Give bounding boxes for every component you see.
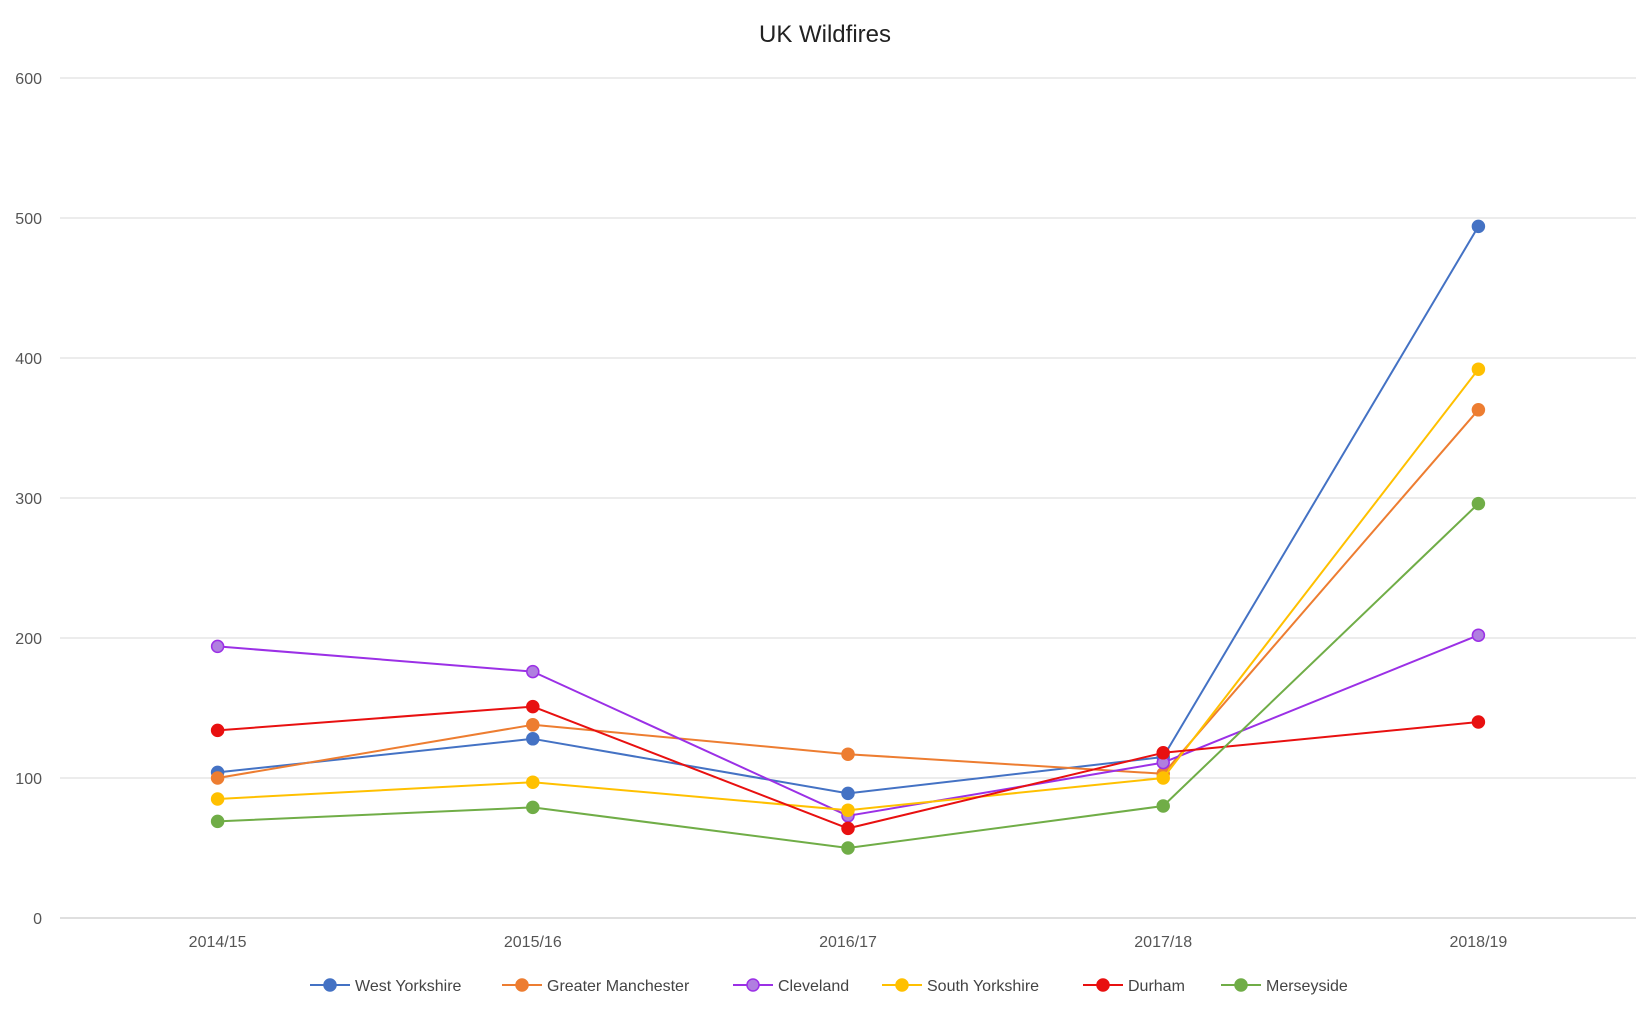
legend-swatch-marker — [895, 978, 909, 992]
legend-label: Durham — [1128, 978, 1185, 995]
legend-item: South Yorkshire — [882, 978, 1039, 995]
series-lines — [210, 219, 1486, 855]
legend-label: South Yorkshire — [927, 978, 1039, 995]
chart-title: UK Wildfires — [759, 21, 891, 48]
data-point — [210, 771, 225, 785]
y-tick-label: 400 — [15, 351, 42, 368]
legend-swatch-marker — [1234, 978, 1248, 992]
series-0 — [210, 219, 1486, 801]
data-point — [1471, 362, 1486, 376]
data-point — [526, 718, 540, 732]
x-tick-label: 2014/15 — [189, 934, 247, 951]
series-3 — [210, 362, 1486, 817]
legend-label: Cleveland — [778, 978, 849, 995]
x-tick-label: 2016/17 — [819, 934, 877, 951]
data-point — [526, 775, 540, 789]
y-tick-label: 600 — [15, 71, 42, 88]
x-tick-label: 2018/19 — [1449, 934, 1507, 951]
series-line — [217, 409, 1480, 779]
data-point — [841, 747, 855, 761]
x-tick-label: 2015/16 — [504, 934, 562, 951]
data-point — [1471, 219, 1486, 234]
legend-item: West Yorkshire — [310, 978, 462, 995]
legend: West Yorkshire Greater Manchester Clevelan… — [310, 978, 1348, 995]
data-point — [841, 821, 855, 836]
data-point — [1471, 715, 1486, 729]
data-point — [841, 786, 855, 801]
legend-label: Merseyside — [1266, 978, 1348, 995]
data-point — [526, 732, 540, 746]
y-tick-label: 0 — [33, 911, 42, 928]
y-axis-ticks: 0 100 200 300 400 500 600 — [15, 71, 42, 928]
y-tick-label: 100 — [15, 771, 42, 788]
legend-swatch-marker — [515, 978, 529, 992]
legend-swatch-marker — [323, 978, 337, 992]
legend-item: Durham — [1083, 978, 1185, 995]
data-point — [210, 723, 225, 738]
data-point — [1156, 771, 1170, 785]
series-5 — [210, 496, 1486, 855]
x-axis-ticks: 2014/15 2015/16 2016/17 2017/18 2018/19 — [189, 934, 1508, 951]
y-tick-label: 200 — [15, 631, 42, 648]
series-line — [217, 225, 1480, 795]
series-line — [217, 368, 1480, 812]
data-point — [210, 814, 225, 829]
y-tick-label: 300 — [15, 491, 42, 508]
data-point — [1156, 799, 1170, 813]
data-point — [210, 792, 225, 806]
legend-swatch-marker — [1096, 978, 1110, 992]
data-point — [841, 841, 855, 855]
data-point — [1471, 496, 1486, 511]
data-point — [1471, 403, 1486, 417]
legend-label: Greater Manchester — [547, 978, 690, 995]
data-point — [526, 699, 540, 714]
x-tick-label: 2017/18 — [1134, 934, 1192, 951]
legend-item: Greater Manchester — [502, 978, 690, 995]
y-tick-label: 500 — [15, 211, 42, 228]
legend-swatch-marker — [746, 978, 760, 992]
gridlines — [60, 77, 1636, 919]
series-1 — [210, 403, 1486, 785]
data-point — [210, 639, 225, 654]
data-point — [1471, 628, 1486, 642]
data-point — [1156, 746, 1170, 760]
data-point — [526, 664, 540, 679]
legend-item: Merseyside — [1221, 978, 1348, 995]
data-point — [841, 803, 855, 817]
series-4 — [210, 699, 1486, 836]
data-point — [526, 800, 540, 815]
legend-item: Cleveland — [733, 978, 849, 995]
legend-label: West Yorkshire — [355, 978, 462, 995]
